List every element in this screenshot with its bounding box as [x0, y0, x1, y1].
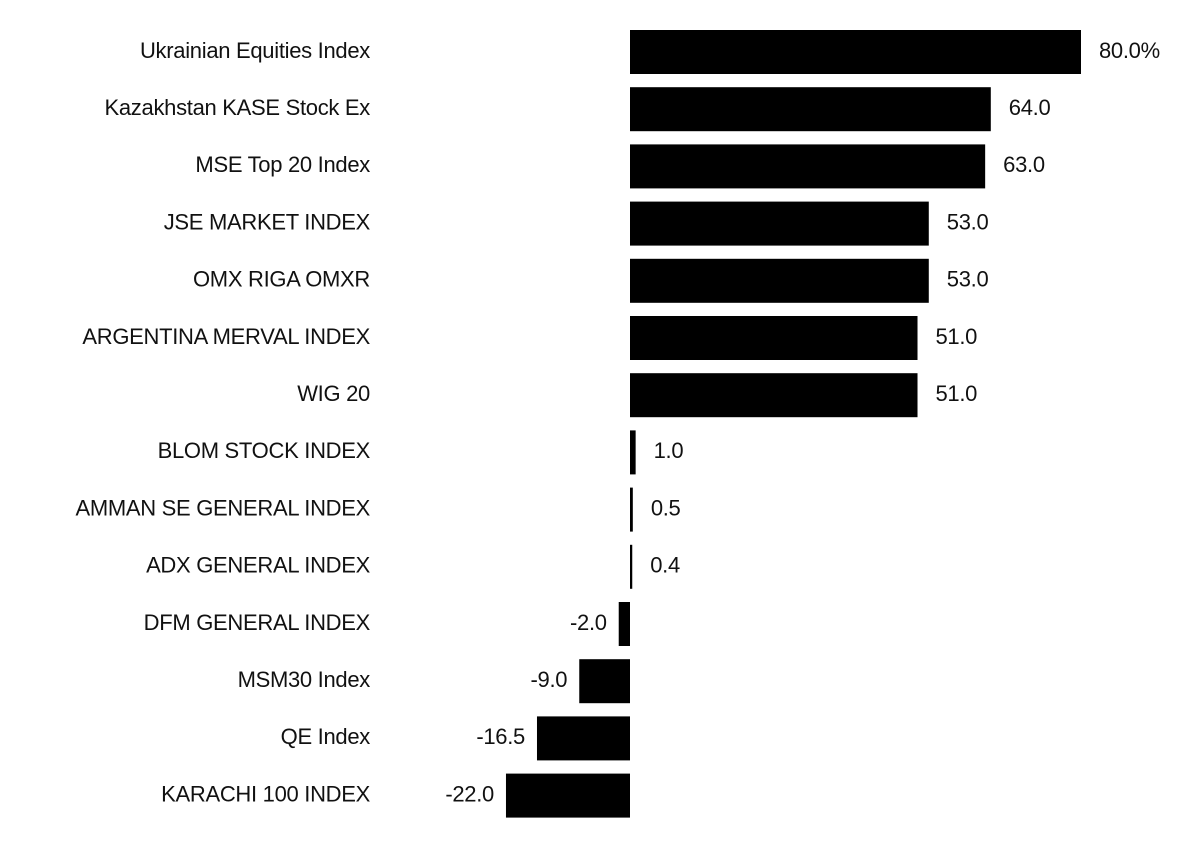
category-label: ADX GENERAL INDEX [146, 553, 371, 578]
bar [630, 316, 918, 360]
value-label: 0.4 [650, 553, 680, 578]
bar [630, 201, 929, 246]
value-label: 51.0 [936, 324, 978, 349]
category-label: MSM30 Index [238, 667, 371, 692]
bar [630, 30, 1081, 74]
value-label: 80.0% [1099, 38, 1160, 63]
category-label: KARACHI 100 INDEX [161, 781, 370, 806]
value-label: 1.0 [654, 438, 684, 463]
value-label: 0.5 [651, 495, 681, 520]
value-label: -2.0 [570, 610, 607, 635]
value-label: 53.0 [947, 267, 989, 292]
bar [630, 373, 918, 418]
category-label: MSE Top 20 Index [195, 152, 370, 177]
category-label: AMMAN SE GENERAL INDEX [75, 495, 370, 520]
category-label: DFM GENERAL INDEX [144, 610, 371, 635]
category-label: QE Index [281, 724, 371, 749]
bar [630, 487, 633, 532]
category-label: WIG 20 [297, 381, 370, 406]
value-label: 53.0 [947, 209, 989, 234]
category-label: OMX RIGA OMXR [193, 267, 370, 292]
bar [630, 430, 636, 475]
bar [630, 144, 986, 189]
bar [536, 716, 630, 761]
value-label: 64.0 [1009, 95, 1051, 120]
category-label: JSE MARKET INDEX [164, 209, 371, 234]
bar [630, 544, 633, 589]
bar [630, 258, 929, 303]
value-label: -16.5 [476, 724, 525, 749]
value-label: 51.0 [936, 381, 978, 406]
bar [505, 773, 630, 818]
value-label: -9.0 [531, 667, 568, 692]
value-label: 63.0 [1003, 152, 1045, 177]
category-label: ARGENTINA MERVAL INDEX [82, 324, 370, 349]
category-label: Ukrainian Equities Index [140, 38, 370, 63]
category-label: Kazakhstan KASE Stock Ex [105, 95, 371, 120]
bar [618, 602, 630, 646]
bar [630, 87, 991, 132]
value-label: -22.0 [445, 781, 494, 806]
category-label: BLOM STOCK INDEX [158, 438, 371, 463]
bar [579, 659, 630, 704]
